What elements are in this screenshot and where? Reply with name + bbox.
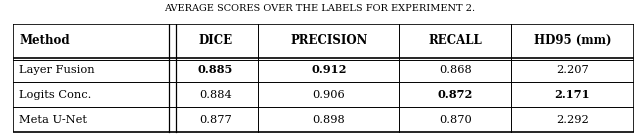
- Text: RECALL: RECALL: [428, 34, 482, 47]
- Text: Layer Fusion: Layer Fusion: [19, 65, 95, 75]
- Text: Meta U-Net: Meta U-Net: [19, 115, 87, 125]
- Text: 2.171: 2.171: [554, 89, 590, 100]
- Text: 2.207: 2.207: [556, 65, 589, 75]
- Text: 0.898: 0.898: [312, 115, 345, 125]
- Text: 2.292: 2.292: [556, 115, 589, 125]
- Text: 0.906: 0.906: [312, 90, 345, 100]
- Text: 0.884: 0.884: [199, 90, 232, 100]
- Text: PRECISION: PRECISION: [290, 34, 367, 47]
- Text: 0.872: 0.872: [438, 89, 473, 100]
- Text: 0.868: 0.868: [439, 65, 472, 75]
- Text: 0.912: 0.912: [311, 65, 346, 75]
- Text: 0.877: 0.877: [199, 115, 232, 125]
- Text: 0.870: 0.870: [439, 115, 472, 125]
- Text: Logits Conc.: Logits Conc.: [19, 90, 92, 100]
- Text: 0.885: 0.885: [198, 65, 233, 75]
- Text: HD95 (mm): HD95 (mm): [534, 34, 611, 47]
- Text: DICE: DICE: [198, 34, 232, 47]
- Text: Method: Method: [19, 34, 70, 47]
- Text: AVERAGE SCORES OVER THE LABELS FOR EXPERIMENT 2.: AVERAGE SCORES OVER THE LABELS FOR EXPER…: [164, 4, 476, 13]
